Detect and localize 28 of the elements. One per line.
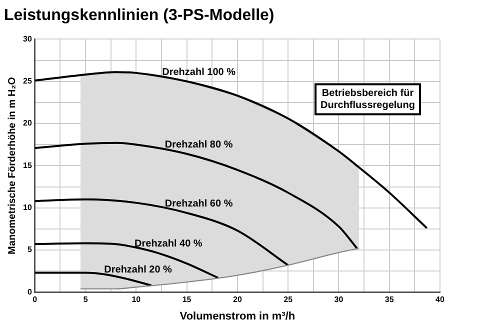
line-series <box>34 198 290 266</box>
series-label: Drehzahl 80 % <box>164 140 233 151</box>
x-tick-label: 25 <box>284 295 294 304</box>
series-label: Drehzahl 100 % <box>162 67 236 78</box>
x-tick-label: 20 <box>232 295 242 304</box>
x-tick-label: 10 <box>132 295 142 304</box>
y-tick-label: 25 <box>22 76 32 86</box>
x-axis-title: Volumenstrom in m³/h <box>180 310 296 322</box>
x-tick-label: 30 <box>334 295 344 304</box>
x-tick-label: 5 <box>83 295 88 304</box>
y-tick-label: 0 <box>27 287 32 296</box>
series-label: Drehzahl 60 % <box>164 198 233 210</box>
series-label: Drehzahl 20 % <box>104 264 172 276</box>
y-tick-label: 10 <box>22 203 32 212</box>
line-series <box>34 272 152 286</box>
line-series <box>80 248 360 290</box>
y-tick-label: 30 <box>22 34 32 44</box>
x-tick-label: 15 <box>182 295 192 304</box>
annotation: Betriebsbereich für Durchflussregelung <box>320 88 416 111</box>
line-series <box>34 142 358 250</box>
y-tick-label: 15 <box>22 160 32 170</box>
x-tick-label: 35 <box>384 295 394 304</box>
x-tick-label: 40 <box>436 295 445 304</box>
y-axis-title: Manometrische Förderhöhe in m H₂O <box>6 76 18 254</box>
series-label: Drehzahl 40 % <box>134 238 202 250</box>
y-tick-label: 20 <box>22 118 32 128</box>
y-tick-label: 5 <box>27 245 32 254</box>
chart-title: Leistungskennlinien (3-PS-Modelle) <box>4 7 274 24</box>
